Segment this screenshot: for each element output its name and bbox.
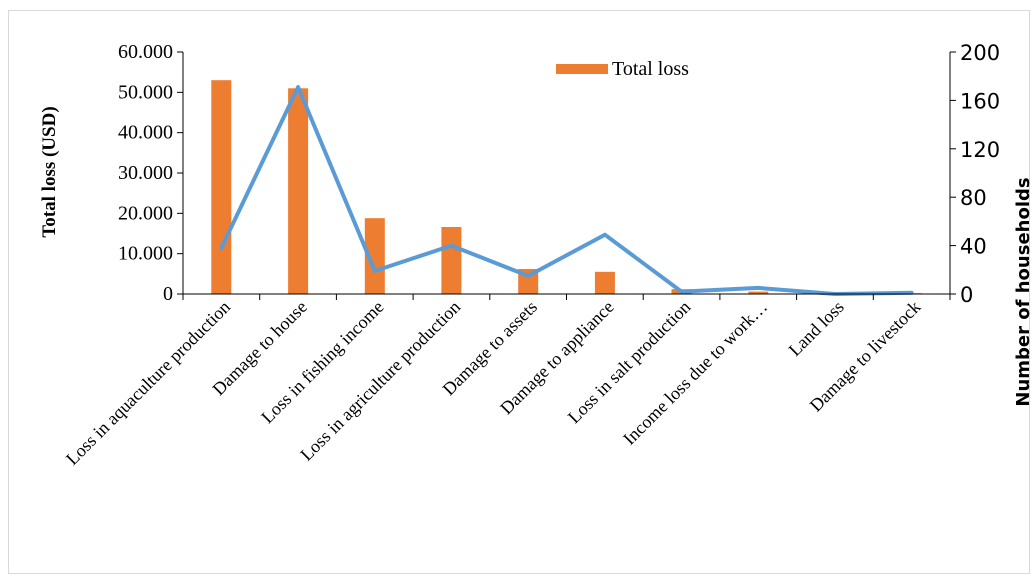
bar-1: [288, 88, 309, 294]
y-tick-label-left-5: 50.000: [118, 81, 173, 103]
y-tick-label-left-1: 10.000: [118, 243, 173, 265]
y-axis-title-right: Number of households: [1013, 177, 1033, 406]
bar-3: [441, 227, 462, 294]
labels-layer: 0 10.000 20.000 30.000 40.000 50.000 60.000 0 40…: [62, 41, 1000, 469]
legend-label: Total loss: [612, 58, 689, 80]
y-tick-label-left-6: 60.000: [118, 41, 173, 63]
legend-swatch: [556, 64, 608, 74]
x-tick-label-7: Income loss due to work…: [619, 297, 771, 449]
y-tick-label-right-2: 80: [960, 186, 987, 210]
households-line: [219, 85, 914, 296]
y-tick-label-right-0: 0: [960, 283, 973, 307]
x-tick-label-3: Loss in agriculture production: [296, 297, 464, 465]
y-tick-label-right-4: 160: [960, 89, 1000, 113]
line-layer: [219, 85, 914, 296]
y-axis-title-left: Total loss (USD): [39, 106, 60, 237]
y-tick-label-right-1: 40: [960, 235, 987, 259]
y-tick-label-right-3: 120: [960, 138, 1000, 162]
bar-0: [211, 80, 232, 294]
bar-7: [748, 291, 769, 294]
x-tick-label-0: Loss in aquaculture production: [62, 297, 234, 469]
y-tick-label-left-2: 20.000: [118, 202, 173, 224]
y-tick-label-left-0: 0: [163, 283, 173, 305]
y-tick-label-left-4: 40.000: [118, 122, 173, 144]
legend: Total loss: [556, 58, 689, 80]
axes-layer: [177, 51, 956, 300]
y-tick-label-left-3: 30.000: [118, 162, 173, 184]
bar-5: [594, 271, 615, 294]
bar-2: [364, 218, 385, 294]
x-tick-label-8: Land loss: [785, 297, 848, 360]
bars-layer: [211, 80, 922, 294]
y-tick-label-right-5: 200: [960, 41, 1000, 65]
